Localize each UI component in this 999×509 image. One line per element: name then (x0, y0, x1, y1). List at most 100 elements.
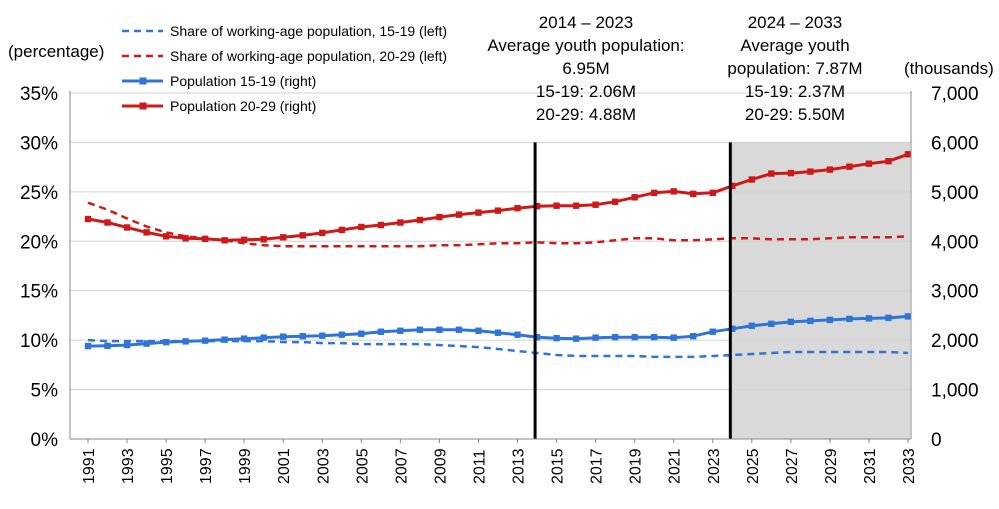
x-tick-label: 2029 (823, 448, 840, 484)
data-point (319, 229, 326, 237)
annotation-line: Average youth (740, 36, 849, 55)
data-point (475, 209, 482, 216)
period-dividers (533, 142, 732, 439)
left-tick-label: 25% (20, 183, 58, 204)
right-tick-label: 4,000 (931, 232, 979, 253)
data-point (592, 334, 599, 341)
data-point (221, 336, 228, 343)
data-point (377, 221, 385, 229)
data-point (533, 333, 541, 341)
data-point (397, 219, 404, 226)
x-tick-label: 2003 (315, 448, 332, 484)
x-tick-label: 2005 (354, 448, 371, 484)
data-point (904, 313, 912, 320)
data-point (436, 213, 443, 221)
data-point (221, 237, 228, 244)
data-point (455, 211, 463, 218)
data-point (846, 163, 853, 170)
data-point (709, 189, 716, 197)
x-tick-label: 1995 (159, 448, 176, 484)
data-point (358, 223, 365, 231)
data-point (787, 169, 795, 177)
data-point (280, 234, 287, 241)
left-tick-label: 35% (20, 84, 58, 105)
data-point (299, 332, 306, 340)
x-tick-label: 2027 (784, 448, 801, 484)
data-point (416, 326, 424, 333)
period-annotations: 2014 – 2023 Average youth population: 6.95… (487, 13, 862, 124)
right-tick-label: 1,000 (931, 381, 979, 402)
left-tick-label: 10% (20, 331, 58, 352)
data-point (299, 232, 306, 239)
data-point (670, 188, 677, 195)
right-tick-label: 0 (931, 430, 942, 451)
series-4 (84, 151, 912, 244)
data-point (201, 235, 209, 243)
data-point (260, 236, 267, 243)
data-point (123, 341, 131, 349)
data-point (865, 315, 873, 322)
data-point (455, 326, 463, 333)
data-point (416, 216, 424, 224)
right-axis-ticks: 0 1,000 2,000 3,000 4,000 5,000 6,000 7,000 (931, 84, 979, 451)
left-axis-ticks: 0% 5% 10% 15% 20% 25% 30% 35% (20, 84, 58, 451)
data-point (84, 342, 92, 350)
legend-item: Population 20-29 (right) (122, 98, 316, 114)
right-tick-label: 6,000 (931, 133, 979, 154)
data-point (397, 327, 404, 334)
annotation-line: 2014 – 2023 (539, 13, 634, 32)
x-tick-label: 2025 (745, 448, 762, 484)
data-point (84, 215, 92, 223)
data-point (280, 333, 287, 340)
data-point (338, 226, 346, 234)
data-point (611, 333, 619, 341)
x-axis-ticks: 1991 1993 1995 1997 1999 2001 2003 2005 2007 2009… (81, 439, 918, 484)
x-tick-label: 1991 (81, 448, 98, 484)
left-tick-label: 30% (20, 133, 58, 154)
data-point (377, 328, 385, 335)
x-tick-label: 2023 (706, 448, 723, 484)
data-point (338, 331, 346, 338)
annotation-line: 15-19: 2.37M (745, 82, 845, 101)
data-point (748, 176, 756, 183)
left-tick-label: 15% (20, 282, 58, 303)
data-point (182, 338, 189, 345)
x-tick-label: 1993 (120, 448, 137, 484)
x-tick-label: 2033 (901, 448, 918, 484)
legend-label: Population 15-19 (right) (170, 73, 316, 89)
data-point (240, 335, 248, 342)
data-point (182, 235, 189, 242)
series-2 (87, 201, 909, 248)
data-point (650, 189, 658, 197)
data-point (260, 334, 267, 341)
data-point (494, 207, 502, 214)
data-point (904, 151, 912, 158)
data-point (143, 340, 150, 347)
data-point (553, 334, 560, 342)
left-tick-label: 5% (31, 381, 59, 402)
x-tick-label: 1997 (198, 448, 215, 484)
period-annotation: 2014 – 2023 Average youth population: 6.95… (487, 13, 684, 124)
right-tick-label: 7,000 (931, 84, 979, 105)
data-point (358, 330, 365, 337)
legend-label: Population 20-29 (right) (170, 98, 316, 114)
legend-marker (139, 102, 147, 110)
left-axis-unit-label: (percentage) (8, 42, 104, 61)
annotation-line: 20-29: 5.50M (745, 105, 845, 124)
data-point (494, 329, 502, 336)
legend-label: Share of working-age population, 20-29 (… (170, 48, 447, 64)
series-group (84, 151, 912, 359)
data-point (514, 331, 521, 338)
annotation-line: 20-29: 4.88M (536, 105, 636, 124)
data-point (826, 166, 834, 173)
data-point (670, 334, 677, 341)
data-point (690, 332, 697, 340)
data-point (162, 233, 170, 240)
right-tick-label: 3,000 (931, 282, 979, 303)
right-axis-unit-label: (thousands) (904, 59, 994, 78)
data-point (572, 335, 580, 342)
data-point (768, 320, 775, 328)
data-point (826, 316, 834, 324)
data-point (240, 236, 248, 244)
annotation-line: 2024 – 2033 (748, 13, 843, 32)
